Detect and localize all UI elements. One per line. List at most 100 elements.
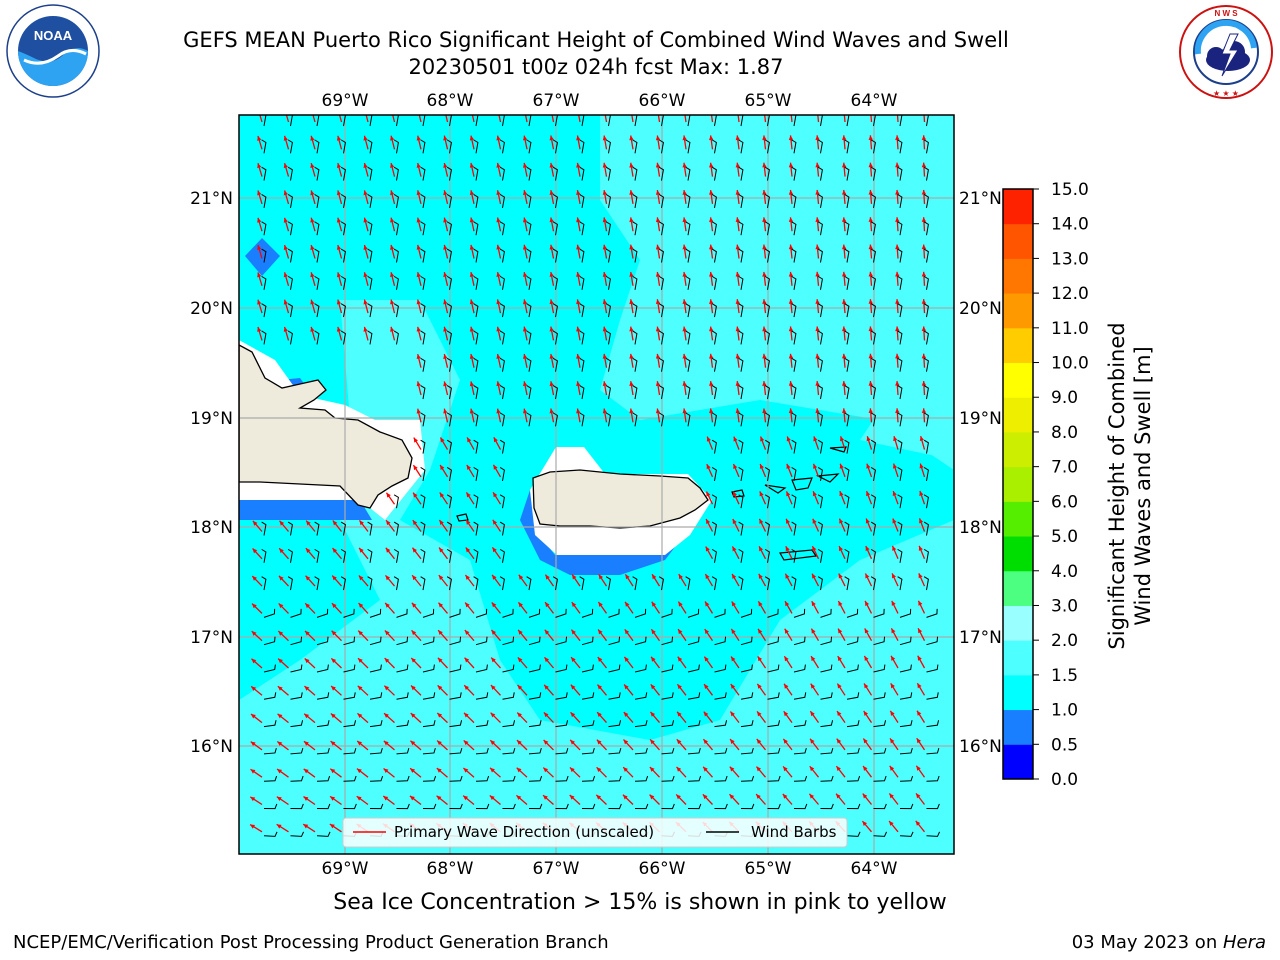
wind-barb <box>526 275 532 290</box>
colorbar-tick-label: 7.0 <box>1051 458 1078 478</box>
wave-direction-arrowhead <box>731 601 736 607</box>
wind-barb <box>393 330 399 345</box>
wave-direction-arrowhead <box>868 244 873 250</box>
wave-direction-arrowhead <box>811 601 816 607</box>
wind-barb <box>820 747 834 755</box>
wind-barb <box>817 357 823 372</box>
wind-barb <box>793 803 808 810</box>
wave-direction-arrowhead <box>496 272 501 277</box>
wave-direction-arrowhead <box>838 573 843 579</box>
wave-direction-arrowhead <box>732 518 737 524</box>
wave-direction-arrowhead <box>815 408 820 414</box>
wave-direction-arrowhead <box>678 574 683 580</box>
wave-direction-arrowhead <box>276 796 282 802</box>
wind-barb <box>422 692 436 700</box>
wave-direction-arrowhead <box>522 217 528 223</box>
wind-barb <box>473 303 479 318</box>
wave-direction-arrowhead <box>655 326 661 332</box>
wave-direction-arrowhead <box>709 162 714 168</box>
wind-barb <box>446 548 452 563</box>
wave-direction-arrowhead <box>841 326 847 332</box>
wave-direction-arrowhead <box>310 272 315 278</box>
wind-barb <box>687 636 700 646</box>
wave-direction-arrowhead <box>463 712 469 718</box>
wave-direction-arrowhead <box>629 353 634 359</box>
wave-direction-arrowhead <box>735 190 740 195</box>
wind-barb <box>579 303 585 318</box>
wave-direction-arrowhead <box>443 326 448 332</box>
wind-barb <box>923 330 929 345</box>
wind-barb <box>579 576 585 591</box>
wind-barb <box>475 692 489 700</box>
wind-barb <box>714 803 728 810</box>
wind-barb <box>555 720 569 728</box>
wind-barb <box>287 221 293 236</box>
wind-barb <box>870 166 876 181</box>
wind-barb <box>791 330 797 345</box>
wave-direction-arrowhead <box>602 244 608 250</box>
wave-direction-arrowhead <box>868 299 873 304</box>
wave-direction-arrowhead <box>409 795 415 801</box>
wind-barb <box>608 636 621 646</box>
wave-direction-arrowhead <box>602 353 608 359</box>
wave-direction-arrowhead <box>622 794 628 800</box>
wind-barb <box>793 720 807 728</box>
wave-direction-arrowhead <box>629 408 634 414</box>
wave-direction-arrowhead <box>496 326 501 332</box>
wind-barb <box>526 221 532 236</box>
colorbar-segment <box>1003 189 1033 225</box>
wave-direction-arrowhead <box>257 245 262 251</box>
wave-direction-arrowhead <box>629 326 634 332</box>
wave-direction-arrowhead <box>602 299 608 305</box>
wave-direction-arrowhead <box>705 574 710 580</box>
wind-barb <box>552 385 558 400</box>
colorbar-segment <box>1003 362 1033 398</box>
lon-labels-bottom: 69°W 68°W 67°W 66°W 65°W 64°W <box>322 859 898 879</box>
wind-barb <box>581 664 594 673</box>
wind-barb <box>817 330 823 345</box>
map-plot-area <box>239 115 954 854</box>
wind-barb <box>581 692 595 700</box>
wind-barb <box>263 747 277 755</box>
wave-direction-arrowhead <box>336 135 342 141</box>
wave-direction-arrowhead <box>655 135 661 141</box>
wave-direction-arrowhead <box>522 299 528 305</box>
wind-barb <box>473 439 479 454</box>
wind-barb <box>767 803 781 810</box>
wind-barb <box>791 412 797 427</box>
wave-direction-arrowhead <box>623 739 629 745</box>
wind-barb <box>502 664 515 673</box>
wind-barb <box>422 636 435 646</box>
wave-direction-arrowhead <box>571 657 576 663</box>
wave-direction-arrowhead <box>496 299 501 305</box>
wind-barb <box>870 576 876 591</box>
wave-direction-arrowhead <box>678 629 683 635</box>
wave-direction-arrowhead <box>283 326 288 332</box>
wind-barb <box>499 303 505 318</box>
wave-direction-arrowhead <box>762 299 767 304</box>
wind-barb <box>287 275 293 290</box>
wind-barb <box>499 248 505 263</box>
wind-barb <box>449 636 462 646</box>
wave-direction-arrowhead <box>760 436 765 442</box>
wave-direction-arrowhead <box>895 299 900 304</box>
wind-barb <box>367 521 373 536</box>
wave-direction-arrowhead <box>655 271 661 277</box>
wave-direction-arrowhead <box>629 271 634 277</box>
vector-field <box>249 115 941 837</box>
wave-direction-arrowhead <box>706 464 711 470</box>
wind-barb <box>314 221 320 236</box>
wind-barb <box>367 303 373 318</box>
wind-barb <box>899 608 912 618</box>
lon-label: 66°W <box>639 91 686 111</box>
wind-barb <box>923 412 929 427</box>
wind-barb <box>632 221 638 236</box>
wave-direction-arrowhead <box>785 546 790 552</box>
wave-direction-arrowhead <box>651 656 656 662</box>
wave-direction-arrowhead <box>629 381 634 386</box>
wave-direction-arrowhead <box>363 217 368 223</box>
wave-direction-arrowhead <box>310 245 315 250</box>
wave-direction-arrowhead <box>549 244 554 250</box>
wind-barb <box>369 720 383 728</box>
wind-barb <box>791 357 797 372</box>
